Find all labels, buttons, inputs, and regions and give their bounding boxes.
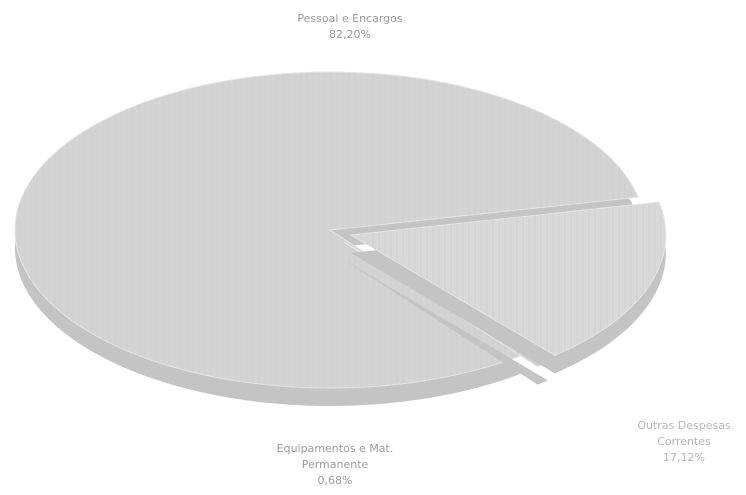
label-equip-name-2: Permanente	[301, 458, 369, 471]
label-outras-name-2: Correntes	[657, 435, 711, 448]
label-pessoal-value: 82,20%	[329, 28, 371, 41]
label-equip-name-1: Equipamentos e Mat.	[276, 442, 394, 455]
label-equip: Equipamentos e Mat. Permanente 0,68%	[255, 441, 415, 489]
label-pessoal: Pessoal e Encargos 82,20%	[270, 11, 430, 43]
label-outras: Outras Despesas Correntes 17,12%	[622, 418, 746, 466]
slice-pessoal-texture	[15, 71, 639, 389]
label-equip-value: 0,68%	[317, 474, 353, 487]
pie-slices	[14, 71, 667, 407]
label-outras-value: 17,12%	[663, 451, 705, 464]
slice-equip-side	[343, 259, 548, 385]
label-outras-name-1: Outras Despesas	[637, 419, 731, 432]
slice-outras-texture	[350, 202, 666, 356]
label-pessoal-name: Pessoal e Encargos	[297, 12, 403, 25]
